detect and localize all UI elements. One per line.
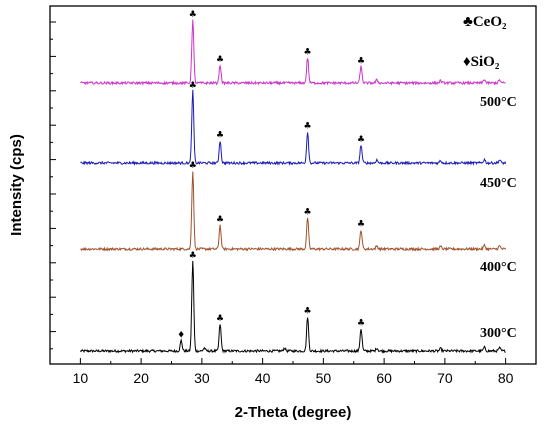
y-axis: [50, 21, 56, 350]
diffraction-patterns: [79, 19, 507, 354]
ceo2-marker: ♣: [357, 319, 365, 329]
x-tick-label: 20: [133, 370, 149, 386]
series-label: 450°C: [480, 176, 517, 191]
x-tick-label: 10: [73, 370, 89, 386]
ceo2-marker: ♣: [357, 220, 365, 230]
ceo2-marker: ♣: [304, 307, 312, 317]
pattern-line-450: [80, 89, 507, 166]
ceo2-marker: ♣: [357, 57, 365, 67]
x-axis-title: 2-Theta (degree): [235, 404, 352, 421]
ceo2-marker: ♣: [357, 135, 365, 145]
x-tick-label: 80: [498, 370, 514, 386]
legend: ♣CeO₂ ♦SiO₂: [463, 14, 507, 70]
ceo2-marker: ♣: [189, 161, 197, 171]
pattern-line-500: [80, 19, 506, 86]
series-labels: 300°C 400°C 450°C 500°C: [480, 95, 517, 341]
ceo2-marker: ♣: [304, 48, 312, 58]
y-axis-title: Intensity (cps): [8, 134, 25, 236]
series-label: 400°C: [480, 260, 517, 275]
x-tick-label: 40: [255, 370, 271, 386]
x-tick-label: 50: [316, 370, 332, 386]
series-label: 500°C: [480, 95, 517, 110]
sio2-marker: ♦: [177, 331, 185, 341]
ceo2-marker: ♣: [304, 122, 312, 132]
ceo2-marker: ♣: [189, 81, 197, 91]
pattern-line-300: [79, 260, 506, 354]
peak-markers: ♦ ♣ ♣ ♣ ♣ ♣ ♣ ♣ ♣ ♣ ♣ ♣ ♣ ♣ ♣ ♣ ♣: [177, 10, 365, 341]
pattern-line-400: [80, 171, 507, 252]
x-axis: 10 20 30 40 50 60 70 80: [49, 358, 537, 386]
legend-sio2: ♦SiO₂: [463, 54, 500, 70]
ceo2-marker: ♣: [189, 251, 197, 261]
legend-ceo2: ♣CeO₂: [463, 14, 507, 30]
ceo2-marker: ♣: [216, 314, 224, 324]
ceo2-marker: ♣: [304, 208, 312, 218]
ceo2-marker: ♣: [216, 215, 224, 225]
ceo2-marker: ♣: [216, 131, 224, 141]
ceo2-marker: ♣: [189, 10, 197, 20]
x-tick-label: 30: [194, 370, 210, 386]
x-tick-label: 70: [437, 370, 453, 386]
x-tick-label: 60: [376, 370, 392, 386]
series-label: 300°C: [480, 326, 517, 341]
ceo2-marker: ♣: [216, 55, 224, 65]
